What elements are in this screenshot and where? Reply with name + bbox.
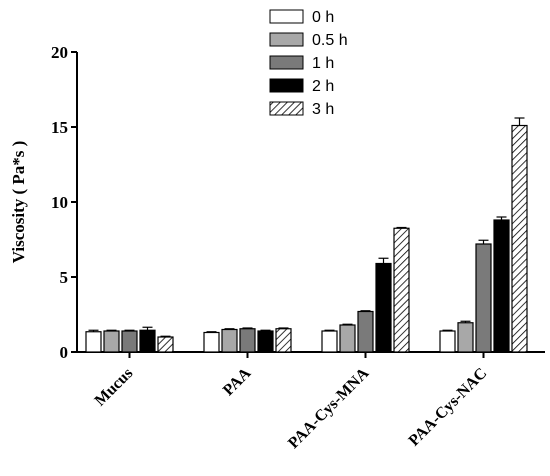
bar-paa-cys-nac-1h (475, 243, 492, 353)
bar-paa-cys-mna-0h (321, 330, 338, 353)
bar-paa-cys-nac-0h (439, 330, 456, 353)
legend-label: 0 h (312, 9, 334, 26)
legend: 0 h 0.5 h 1 h 2 h 3 h (269, 9, 348, 118)
axes (76, 52, 545, 353)
legend-swatch (269, 32, 304, 47)
x-category-labels: Mucus PAA PAA-Cys-MNA PAA-Cys-NAC (92, 352, 491, 452)
x-category-label: PAA-Cys-MNA (285, 364, 373, 452)
bar-paa-2h (257, 330, 274, 353)
y-tick-label: 20 (51, 43, 68, 62)
error-bars (88, 117, 525, 337)
bar-paa-cys-nac-0.5h (457, 322, 474, 353)
bar-mucus-3h (157, 336, 174, 353)
bars (85, 124, 528, 353)
legend-label: 3 h (312, 101, 334, 118)
legend-swatch (269, 78, 304, 93)
bar-paa-cys-mna-3h (393, 227, 410, 353)
bar-paa-cys-mna-0.5h (339, 324, 356, 353)
y-tick-label: 5 (60, 268, 69, 287)
legend-swatch (269, 101, 304, 116)
legend-label: 2 h (312, 78, 334, 95)
bar-paa-cys-mna-2h (375, 262, 392, 353)
y-tick-label: 10 (51, 193, 68, 212)
legend-swatch (269, 55, 304, 70)
bar-paa-cys-nac-3h (511, 124, 528, 353)
bar-mucus-0.5h (103, 330, 120, 353)
bar-mucus-1h (121, 330, 138, 353)
legend-label: 1 h (312, 55, 334, 72)
bar-mucus-0h (85, 331, 102, 353)
y-tick-label: 15 (51, 118, 68, 137)
bar-paa-0h (203, 331, 220, 353)
legend-swatch (269, 9, 304, 24)
bar-paa-3h (275, 328, 292, 353)
x-category-label: Mucus (92, 365, 137, 410)
legend-label: 0.5 h (312, 32, 348, 49)
x-category-label: PAA-Cys-NAC (406, 365, 491, 450)
bar-paa-cys-nac-2h (493, 219, 510, 353)
bar-paa-cys-mna-1h (357, 310, 374, 353)
bar-paa-1h (239, 328, 256, 353)
x-category-label: PAA (220, 364, 255, 399)
y-tick-label: 0 (60, 343, 69, 362)
bar-mucus-2h (139, 329, 156, 353)
y-ticks: 0 5 10 15 20 (51, 43, 77, 362)
bar-paa-0.5h (221, 328, 238, 353)
y-axis-title: Viscosity ( Pa*s ) (9, 141, 28, 264)
